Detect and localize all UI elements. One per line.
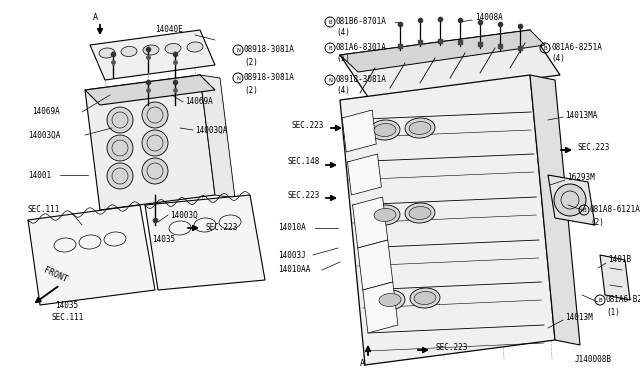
Ellipse shape (143, 45, 159, 55)
Ellipse shape (99, 48, 115, 58)
Ellipse shape (374, 208, 396, 221)
Polygon shape (340, 30, 545, 72)
Polygon shape (353, 197, 388, 248)
Text: (1): (1) (336, 54, 350, 62)
Polygon shape (348, 154, 381, 195)
Ellipse shape (414, 292, 436, 305)
Circle shape (142, 102, 168, 128)
Polygon shape (28, 205, 155, 305)
Circle shape (107, 135, 133, 161)
Ellipse shape (370, 205, 400, 225)
Circle shape (142, 130, 168, 156)
Text: N: N (236, 48, 240, 52)
Text: SEC.111: SEC.111 (28, 205, 60, 215)
Polygon shape (342, 110, 376, 152)
Text: N: N (236, 76, 240, 80)
Text: (2): (2) (590, 218, 604, 227)
Polygon shape (145, 195, 265, 290)
Polygon shape (85, 75, 215, 210)
Text: J140008B: J140008B (575, 356, 612, 365)
Text: N: N (328, 77, 332, 83)
Polygon shape (548, 175, 595, 225)
Text: SEC.223: SEC.223 (292, 121, 324, 129)
Polygon shape (358, 240, 393, 290)
Ellipse shape (379, 294, 401, 307)
Ellipse shape (375, 290, 405, 310)
Text: (1): (1) (606, 308, 620, 317)
Text: SEC.148: SEC.148 (287, 157, 319, 167)
Text: 14069A: 14069A (32, 108, 60, 116)
Text: 16293M: 16293M (567, 173, 595, 183)
Polygon shape (85, 75, 215, 105)
Text: 14003J: 14003J (278, 250, 306, 260)
Text: 14003QA: 14003QA (28, 131, 60, 140)
Text: A: A (360, 359, 365, 368)
Text: B: B (582, 208, 586, 212)
Ellipse shape (409, 206, 431, 219)
Polygon shape (340, 30, 560, 100)
Text: 14035: 14035 (152, 235, 175, 244)
Ellipse shape (409, 122, 431, 135)
Text: SEC.223: SEC.223 (205, 224, 237, 232)
Polygon shape (200, 75, 235, 198)
Text: 14069A: 14069A (185, 97, 212, 106)
Text: (4): (4) (336, 28, 350, 36)
Text: 08918-3081A: 08918-3081A (336, 76, 387, 84)
Circle shape (107, 163, 133, 189)
Text: SEC.111: SEC.111 (52, 314, 84, 323)
Text: 14010A: 14010A (278, 224, 306, 232)
Text: 081A6-8301A: 081A6-8301A (336, 44, 387, 52)
Polygon shape (363, 282, 398, 333)
Text: 14040E: 14040E (155, 26, 183, 35)
Text: (4): (4) (551, 54, 565, 62)
Ellipse shape (405, 118, 435, 138)
Text: SEC.223: SEC.223 (577, 142, 609, 151)
Circle shape (107, 107, 133, 133)
Text: (2): (2) (244, 58, 258, 67)
Ellipse shape (370, 120, 400, 140)
Text: 14013M: 14013M (565, 314, 593, 323)
Text: (2): (2) (244, 86, 258, 94)
Text: (4): (4) (336, 86, 350, 94)
Text: B: B (598, 298, 602, 302)
Text: B: B (328, 45, 332, 51)
Ellipse shape (187, 42, 203, 52)
Text: 08918-3081A: 08918-3081A (244, 74, 295, 83)
Text: 14001: 14001 (28, 170, 51, 180)
Text: B: B (328, 19, 332, 25)
Text: FRONT: FRONT (42, 266, 68, 284)
Ellipse shape (165, 44, 181, 54)
Text: 081A8-6121A: 081A8-6121A (590, 205, 640, 215)
Ellipse shape (374, 124, 396, 137)
Polygon shape (530, 75, 580, 345)
Polygon shape (600, 255, 630, 300)
Text: 14003Q: 14003Q (170, 211, 198, 219)
Ellipse shape (121, 46, 137, 57)
Text: 08918-3081A: 08918-3081A (244, 45, 295, 55)
Text: 14035: 14035 (55, 301, 78, 310)
Text: 081A6-B251A: 081A6-B251A (606, 295, 640, 305)
Ellipse shape (405, 203, 435, 223)
Circle shape (554, 184, 586, 216)
Text: 1401B: 1401B (608, 256, 631, 264)
Text: 081B6-8701A: 081B6-8701A (336, 17, 387, 26)
Text: B: B (543, 45, 547, 51)
Ellipse shape (410, 288, 440, 308)
Text: A: A (93, 13, 97, 22)
Text: 081A6-8251A: 081A6-8251A (551, 44, 602, 52)
Text: SEC.223: SEC.223 (287, 190, 319, 199)
Polygon shape (90, 30, 215, 80)
Text: 14013MA: 14013MA (565, 110, 597, 119)
Circle shape (142, 158, 168, 184)
Text: 14003QA: 14003QA (195, 125, 227, 135)
Polygon shape (340, 75, 555, 365)
Text: SEC.223: SEC.223 (435, 343, 467, 352)
Text: 14008A: 14008A (475, 13, 503, 22)
Text: 14010AA: 14010AA (278, 266, 310, 275)
